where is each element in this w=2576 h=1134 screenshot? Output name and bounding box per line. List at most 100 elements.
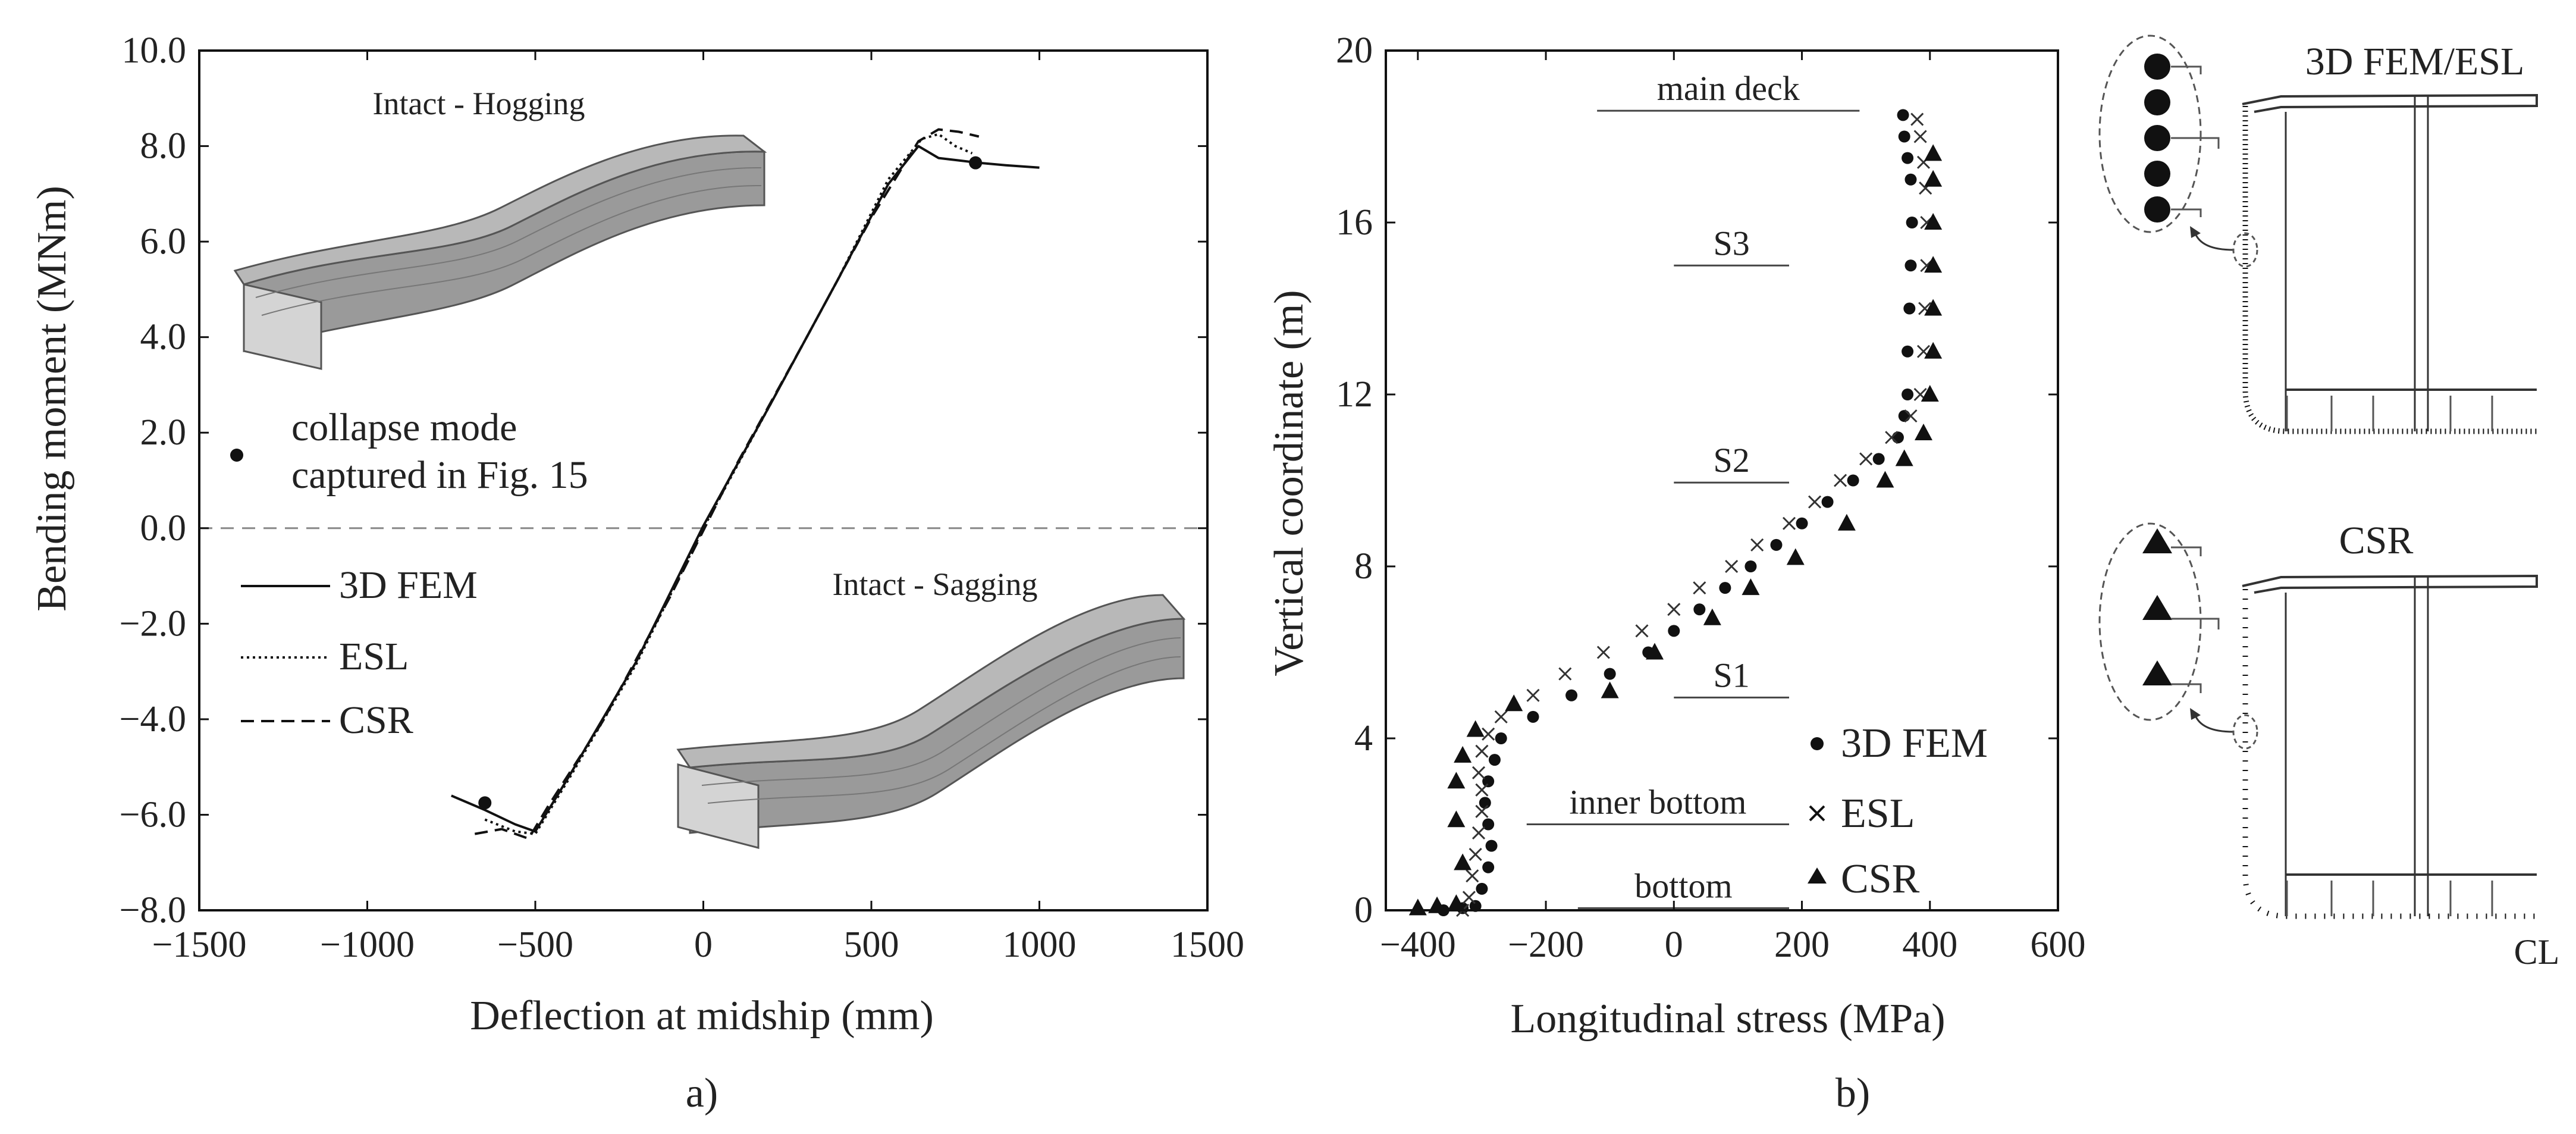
panel-a-x-tick-label: −1000 xyxy=(320,925,415,965)
panel-b-y-tick-label: 0 xyxy=(1354,890,1373,931)
data-point-esl xyxy=(1596,646,1610,659)
data-point-3d-fem xyxy=(1906,217,1918,228)
panel-a-chart: −1500 −1000 −500 0 500 1000 1500 −8.0 −6.0 −4.0 −2… xyxy=(29,30,1244,1116)
data-point-3d-fem xyxy=(1476,882,1488,895)
data-point-3d-fem xyxy=(1891,431,1904,444)
data-point-3d-fem xyxy=(1770,538,1783,551)
data-point-esl xyxy=(1462,891,1476,904)
panel-a-y-tick-label: −4.0 xyxy=(120,699,186,740)
data-point-esl xyxy=(1635,624,1649,638)
data-point-csr xyxy=(1742,578,1760,596)
data-point-3d-fem xyxy=(1527,710,1539,723)
data-point-3d-fem xyxy=(1604,668,1616,680)
data-point-3d-fem xyxy=(1902,389,1914,400)
data-point-esl xyxy=(1526,688,1540,702)
hogging-hull-illustration xyxy=(233,134,767,370)
data-point-esl xyxy=(1558,667,1572,681)
data-point-3d-fem xyxy=(1482,818,1495,831)
panel-a-y-tick-label: −2.0 xyxy=(120,603,186,644)
panel-b-y-tick-label: 12 xyxy=(1336,374,1373,415)
data-point-3d-fem xyxy=(1482,775,1495,788)
panel-a-y-tick-label: 6.0 xyxy=(140,221,187,262)
data-point-esl xyxy=(1808,495,1822,509)
legend-b-marker-csr xyxy=(1808,867,1827,884)
data-point-3d-fem xyxy=(1898,410,1910,422)
panel-b-y-tick-label: 16 xyxy=(1336,202,1373,243)
data-point-3d-fem xyxy=(1565,689,1578,701)
panel-a-x-tick-label: −1500 xyxy=(152,925,247,965)
data-point-3d-fem xyxy=(1902,345,1914,358)
data-point-esl xyxy=(1494,710,1508,723)
data-point-esl xyxy=(1782,516,1796,530)
panel-a-hull-illustrations xyxy=(233,134,1186,849)
panel-b-x-tick-label: −400 xyxy=(1380,925,1456,965)
section-top-label: 3D FEM/ESL xyxy=(2305,40,2525,83)
data-point-3d-fem xyxy=(1897,109,1909,121)
level-label: S3 xyxy=(1714,224,1750,262)
panel-b-x-tick-label: 0 xyxy=(1665,925,1683,965)
data-point-3d-fem xyxy=(1903,302,1916,315)
panel-a-y-tick-label: 0.0 xyxy=(140,508,187,549)
panel-a-y-tick-label: −8.0 xyxy=(120,890,186,931)
data-point-esl xyxy=(1750,538,1764,552)
panel-b-axes: −400 −200 0 200 400 600 0 4 8 12 16 20 xyxy=(1336,30,2086,965)
data-point-csr xyxy=(1876,471,1894,488)
hogging-label: Intact - Hogging xyxy=(373,86,585,121)
data-point-esl xyxy=(1471,826,1486,840)
data-point-3d-fem xyxy=(1482,861,1495,873)
data-point-3d-fem xyxy=(1898,130,1910,143)
data-point-3d-fem xyxy=(1469,900,1482,912)
data-point-3d-fem xyxy=(1488,754,1501,766)
data-point-csr xyxy=(1924,170,1943,187)
panel-a-x-tick-label: 1000 xyxy=(1003,925,1077,965)
legend-label-3dfem: 3D FEM xyxy=(339,563,478,607)
data-point-csr xyxy=(1505,694,1523,712)
panel-a-label: a) xyxy=(686,1070,718,1116)
data-point-csr xyxy=(1447,772,1466,789)
cross-section-diagrams: 3D FEM/ESL CSR xyxy=(2098,35,2560,972)
data-point-csr xyxy=(1646,643,1664,660)
data-point-csr xyxy=(1895,449,1913,466)
data-point-csr xyxy=(1786,548,1805,565)
data-point-csr xyxy=(1915,424,1932,441)
data-point-esl xyxy=(1885,431,1899,444)
panel-b-x-tick-label: 400 xyxy=(1902,925,1957,965)
panel-b-x-tick-label: −200 xyxy=(1508,925,1584,965)
data-point-3d-fem xyxy=(1902,152,1914,164)
data-point-3d-fem xyxy=(1719,582,1731,594)
data-point-csr xyxy=(1924,144,1943,161)
panel-b-x-tick-label: 200 xyxy=(1774,925,1830,965)
legend-b-label-3dfem: 3D FEM xyxy=(1841,721,1988,766)
data-point-3d-fem xyxy=(1872,453,1885,465)
centerline-label: CL xyxy=(2514,932,2560,972)
panel-b-label: b) xyxy=(1835,1070,1870,1116)
data-point-3d-fem xyxy=(1904,173,1917,186)
data-point-3d-fem xyxy=(1847,474,1859,487)
panel-a-axes: −1500 −1000 −500 0 500 1000 1500 −8.0 −6.0 −4.0 −2… xyxy=(120,30,1244,965)
panel-a-xlabel: Deflection at midship (mm) xyxy=(470,993,934,1039)
panel-b-series xyxy=(1408,109,1943,917)
data-point-esl xyxy=(1475,804,1489,818)
data-point-esl xyxy=(1475,744,1489,758)
series-line-csr xyxy=(474,128,980,840)
data-point-esl xyxy=(1834,474,1847,487)
level-label: S1 xyxy=(1714,656,1750,694)
data-point-3d-fem xyxy=(1744,560,1757,572)
sagging-label: Intact - Sagging xyxy=(833,566,1038,602)
panel-b-legend: 3D FEM ESL CSR xyxy=(1808,721,1988,902)
data-point-3d-fem xyxy=(1904,259,1917,272)
data-point-esl xyxy=(1475,783,1489,797)
panel-b-chart: main deck S3 S2 S1 inner bottom bottom −400 −2… xyxy=(1266,30,2086,1116)
data-point-3d-fem xyxy=(1693,603,1706,616)
data-point-csr xyxy=(1703,608,1721,625)
data-point-3d-fem xyxy=(1485,839,1498,852)
panel-a-y-tick-label: −6.0 xyxy=(120,794,186,835)
data-point-csr xyxy=(1924,213,1943,230)
panel-a-y-tick-label: 8.0 xyxy=(140,126,187,167)
data-point-csr xyxy=(1924,342,1943,359)
data-point-csr xyxy=(1428,896,1447,913)
section-3dfem-esl: 3D FEM/ESL xyxy=(2098,35,2538,434)
legend-marker-text-2: captured in Fig. 15 xyxy=(291,453,588,497)
level-label: inner bottom xyxy=(1569,783,1746,822)
